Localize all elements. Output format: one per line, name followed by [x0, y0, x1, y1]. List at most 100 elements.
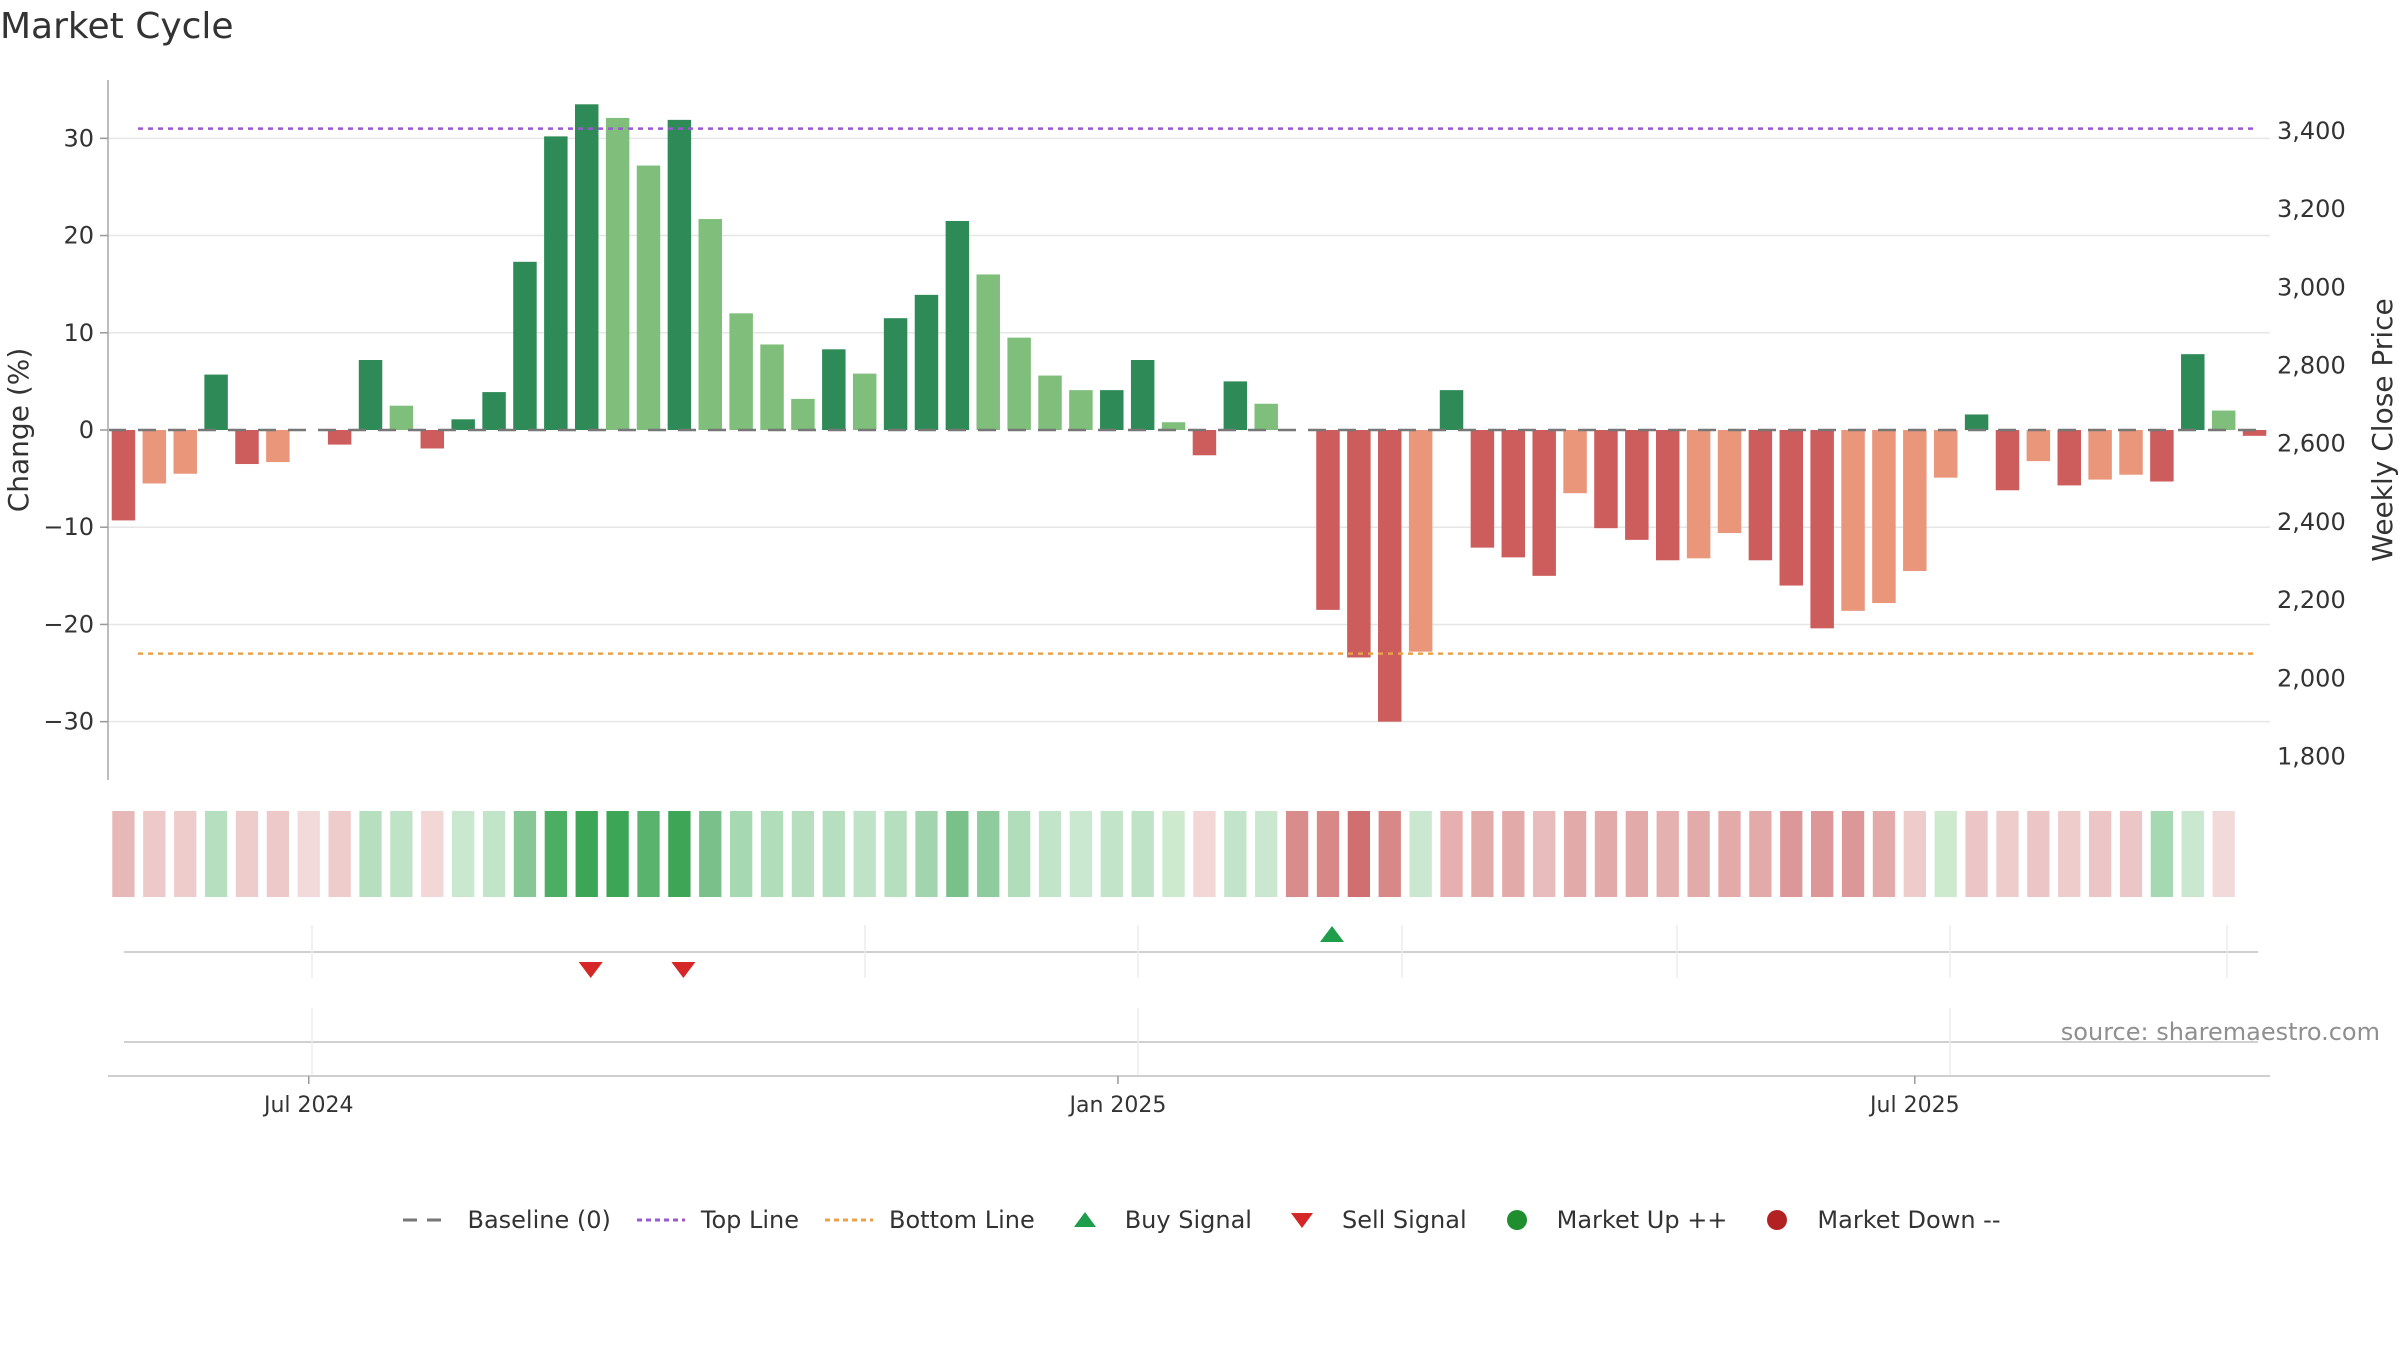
heat-cell	[174, 811, 197, 897]
heat-cell	[1440, 811, 1463, 897]
bar	[1192, 430, 1217, 456]
bar	[266, 430, 290, 463]
heat-cell	[1100, 811, 1123, 897]
heat-cell	[1131, 811, 1154, 897]
triangle-down-icon	[1290, 1213, 1313, 1228]
bar	[1501, 430, 1526, 558]
y2-tick-label: 2,400	[2277, 508, 2346, 536]
heat-cell	[1285, 811, 1309, 897]
bar	[605, 117, 630, 431]
legend-swatch	[1767, 1210, 1788, 1230]
heat-strip	[112, 811, 2235, 897]
heat-cell	[822, 811, 845, 897]
bar	[852, 373, 877, 430]
heat-cell	[1007, 811, 1031, 897]
heat-cell	[1193, 811, 1216, 897]
heat-cell	[699, 811, 722, 897]
legend-swatch	[1506, 1210, 1527, 1230]
bar	[1655, 430, 1680, 561]
heat-cell	[204, 811, 228, 897]
heat-cell	[1038, 811, 1062, 897]
heat-cell	[1162, 811, 1185, 897]
heat-cell	[2150, 811, 2174, 897]
bar	[1625, 430, 1649, 540]
heat-cell	[1687, 811, 1710, 897]
legend-item: Market Down --	[1749, 1205, 2001, 1235]
legend-swatch	[1290, 1213, 1313, 1228]
bar	[327, 430, 352, 445]
bar	[976, 274, 1000, 430]
bar	[1779, 430, 1804, 586]
heat-cell	[452, 811, 475, 897]
heat-cell	[1903, 811, 1926, 897]
bar-layer	[111, 104, 2267, 722]
source-note: source: sharemaestro.com	[2061, 1018, 2380, 1046]
bar	[111, 430, 136, 521]
heat-cell	[637, 811, 660, 897]
bar	[1470, 430, 1495, 548]
bar	[1408, 430, 1433, 652]
y-axis-label: Change (%)	[2, 348, 35, 513]
bar	[358, 360, 383, 430]
heat-cell	[884, 811, 907, 897]
grid-layer	[108, 137, 2270, 723]
bar	[173, 430, 197, 474]
heat-cell	[1841, 811, 1865, 897]
heat-cell	[791, 811, 815, 897]
bar	[2057, 430, 2081, 486]
bar	[1007, 337, 1031, 430]
heat-cell	[1996, 811, 2019, 897]
heat-cell	[1563, 811, 1587, 897]
legend-item: Baseline (0)	[399, 1205, 611, 1235]
heat-cell	[1594, 811, 1618, 897]
bar	[1903, 430, 1927, 571]
dashed-line-icon	[403, 1218, 452, 1222]
bar	[667, 119, 692, 430]
sell-signal-marker	[671, 962, 696, 978]
bar	[1748, 430, 1773, 561]
bar	[822, 349, 846, 430]
bar	[1686, 430, 1711, 559]
signal-panel	[124, 925, 2258, 1075]
heat-cell	[2119, 811, 2143, 897]
heat-cell	[1625, 811, 1648, 897]
bar	[791, 398, 815, 430]
bar	[1100, 390, 1124, 430]
legend-label: Buy Signal	[1124, 1206, 1252, 1234]
heat-cell	[421, 811, 444, 897]
heat-cell	[1378, 811, 1401, 897]
lines-layer	[108, 127, 2260, 655]
legend-swatch	[1073, 1212, 1096, 1227]
triangle-up-icon	[1073, 1212, 1096, 1227]
bar	[1872, 430, 1896, 604]
bar	[142, 430, 167, 484]
heat-cell	[2058, 811, 2081, 897]
bar	[2119, 430, 2143, 475]
bar	[1038, 375, 1062, 430]
y2-tick-label: 2,200	[2277, 586, 2346, 614]
axes-layer: 30 20 10 0 −10 −20 −30 3,400 3,200 3,000 2,800 2,60…	[43, 80, 2346, 780]
heat-cell	[1656, 811, 1679, 897]
x-axis: Jul 2024 Jan 2025 Jul 2025	[108, 1075, 2270, 1118]
heat-cell	[760, 811, 784, 897]
bar	[574, 104, 599, 431]
heat-cell	[1471, 811, 1494, 897]
bar	[914, 294, 939, 430]
legend-item: Sell Signal	[1274, 1205, 1467, 1235]
bar	[544, 136, 568, 430]
heat-cell	[1409, 811, 1432, 897]
legend-item: Bottom Line	[821, 1205, 1035, 1235]
y2-tick-label: 3,200	[2277, 195, 2346, 223]
heat-cell	[1533, 811, 1556, 897]
bar	[1532, 430, 1556, 576]
bar	[2150, 430, 2174, 482]
y2-tick-label: 1,800	[2277, 743, 2346, 771]
bar	[698, 219, 723, 430]
bar	[1594, 430, 1618, 529]
bar	[1810, 430, 1834, 629]
bar	[204, 374, 228, 430]
legend-item: Buy Signal	[1057, 1205, 1252, 1235]
heat-cell	[390, 811, 413, 897]
bar	[513, 261, 537, 430]
chart-title: Market Cycle	[0, 6, 234, 47]
